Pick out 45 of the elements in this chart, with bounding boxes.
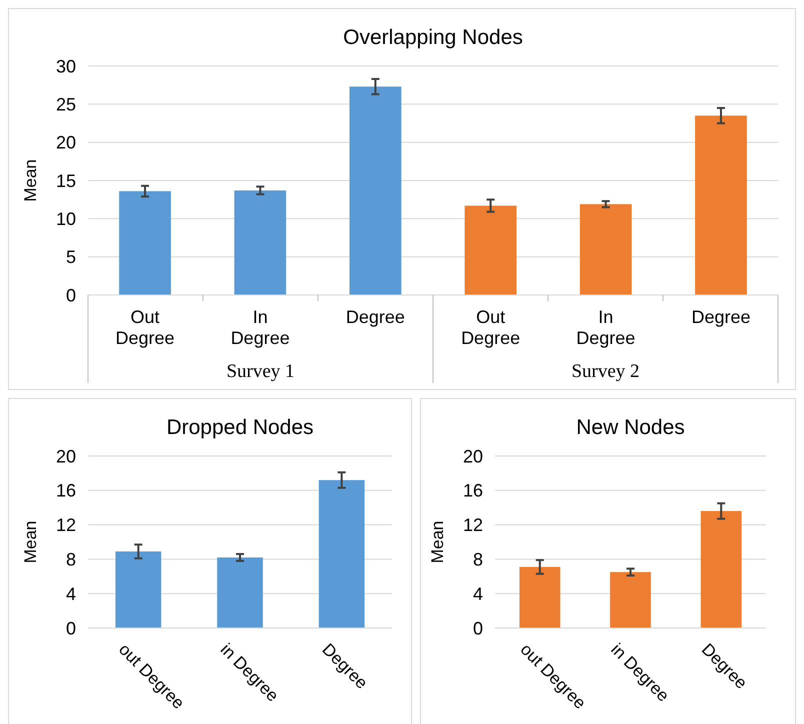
bar — [519, 566, 560, 628]
y-axis-title: Mean — [428, 520, 447, 564]
text: Survey 2 — [571, 361, 640, 382]
y-tick-label: 12 — [462, 515, 483, 536]
y-tick-label: 20 — [462, 446, 483, 466]
y-tick-label: 30 — [56, 56, 76, 76]
x-tick-label: Degree — [691, 307, 751, 327]
bar — [349, 86, 402, 295]
y-tick-label: 8 — [66, 550, 76, 570]
bar — [610, 572, 651, 628]
y-tick-label: 25 — [56, 94, 76, 114]
text: Survey 1 — [226, 361, 295, 382]
x-tick-label: Degree — [346, 307, 405, 327]
y-tick-label: 10 — [56, 208, 76, 229]
chart-title: Overlapping Nodes — [343, 26, 523, 49]
bar — [580, 204, 632, 295]
bar — [217, 557, 263, 628]
bar — [234, 190, 286, 295]
x-tick-label: Out Degree — [461, 307, 520, 348]
bar — [318, 480, 365, 628]
y-axis-title: Mean — [21, 520, 40, 564]
y-tick-label: 5 — [66, 247, 76, 268]
bar — [119, 191, 171, 295]
y-tick-label: 8 — [472, 550, 483, 570]
bar — [700, 511, 742, 628]
y-tick-label: 20 — [56, 132, 76, 153]
chart-title: Dropped Nodes — [166, 416, 314, 439]
y-tick-label: 15 — [56, 170, 76, 191]
y-tick-label: 0 — [66, 285, 76, 306]
y-tick-label: 16 — [462, 480, 483, 501]
y-tick-label: 0 — [66, 618, 76, 638]
bar — [464, 206, 517, 295]
y-tick-label: 4 — [66, 584, 76, 604]
y-tick-label: 12 — [56, 515, 76, 536]
y-axis-title: Mean — [21, 159, 40, 202]
y-tick-label: 4 — [472, 584, 483, 604]
y-tick-label: 0 — [472, 618, 483, 638]
chart-title: New Nodes — [576, 416, 685, 439]
x-tick-label: In Degree — [230, 307, 290, 348]
y-tick-label: 16 — [56, 480, 76, 501]
bar — [695, 116, 747, 295]
y-tick-label: 20 — [56, 446, 76, 466]
x-tick-label: In Degree — [576, 307, 636, 348]
bar — [115, 551, 162, 628]
x-tick-label: Out Degree — [115, 307, 175, 348]
